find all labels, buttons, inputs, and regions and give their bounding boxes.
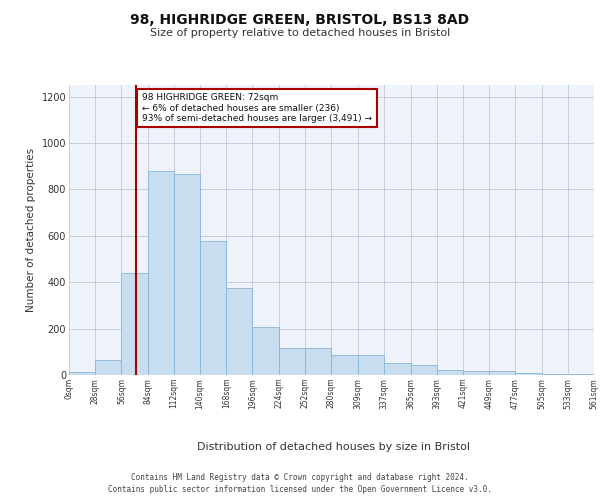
Text: Contains public sector information licensed under the Open Government Licence v3: Contains public sector information licen…	[108, 485, 492, 494]
Bar	[226, 288, 253, 375]
Bar	[121, 273, 148, 375]
Bar	[568, 374, 594, 375]
Bar	[410, 366, 437, 375]
Y-axis label: Number of detached properties: Number of detached properties	[26, 148, 36, 312]
Bar	[385, 364, 410, 375]
Bar	[305, 348, 331, 375]
Bar	[437, 370, 463, 375]
Bar	[331, 356, 358, 375]
Bar	[278, 348, 305, 375]
Bar	[542, 374, 568, 375]
Text: Contains HM Land Registry data © Crown copyright and database right 2024.: Contains HM Land Registry data © Crown c…	[131, 472, 469, 482]
Text: Distribution of detached houses by size in Bristol: Distribution of detached houses by size …	[197, 442, 470, 452]
Bar	[489, 371, 515, 375]
Text: Size of property relative to detached houses in Bristol: Size of property relative to detached ho…	[150, 28, 450, 38]
Bar	[463, 371, 489, 375]
Bar	[95, 360, 121, 375]
Bar	[358, 356, 385, 375]
Bar	[253, 328, 278, 375]
Bar	[69, 372, 95, 375]
Bar	[515, 372, 542, 375]
Bar	[174, 174, 200, 375]
Bar	[200, 241, 226, 375]
Bar	[148, 171, 174, 375]
Text: 98, HIGHRIDGE GREEN, BRISTOL, BS13 8AD: 98, HIGHRIDGE GREEN, BRISTOL, BS13 8AD	[130, 12, 470, 26]
Text: 98 HIGHRIDGE GREEN: 72sqm
← 6% of detached houses are smaller (236)
93% of semi-: 98 HIGHRIDGE GREEN: 72sqm ← 6% of detach…	[142, 93, 372, 123]
